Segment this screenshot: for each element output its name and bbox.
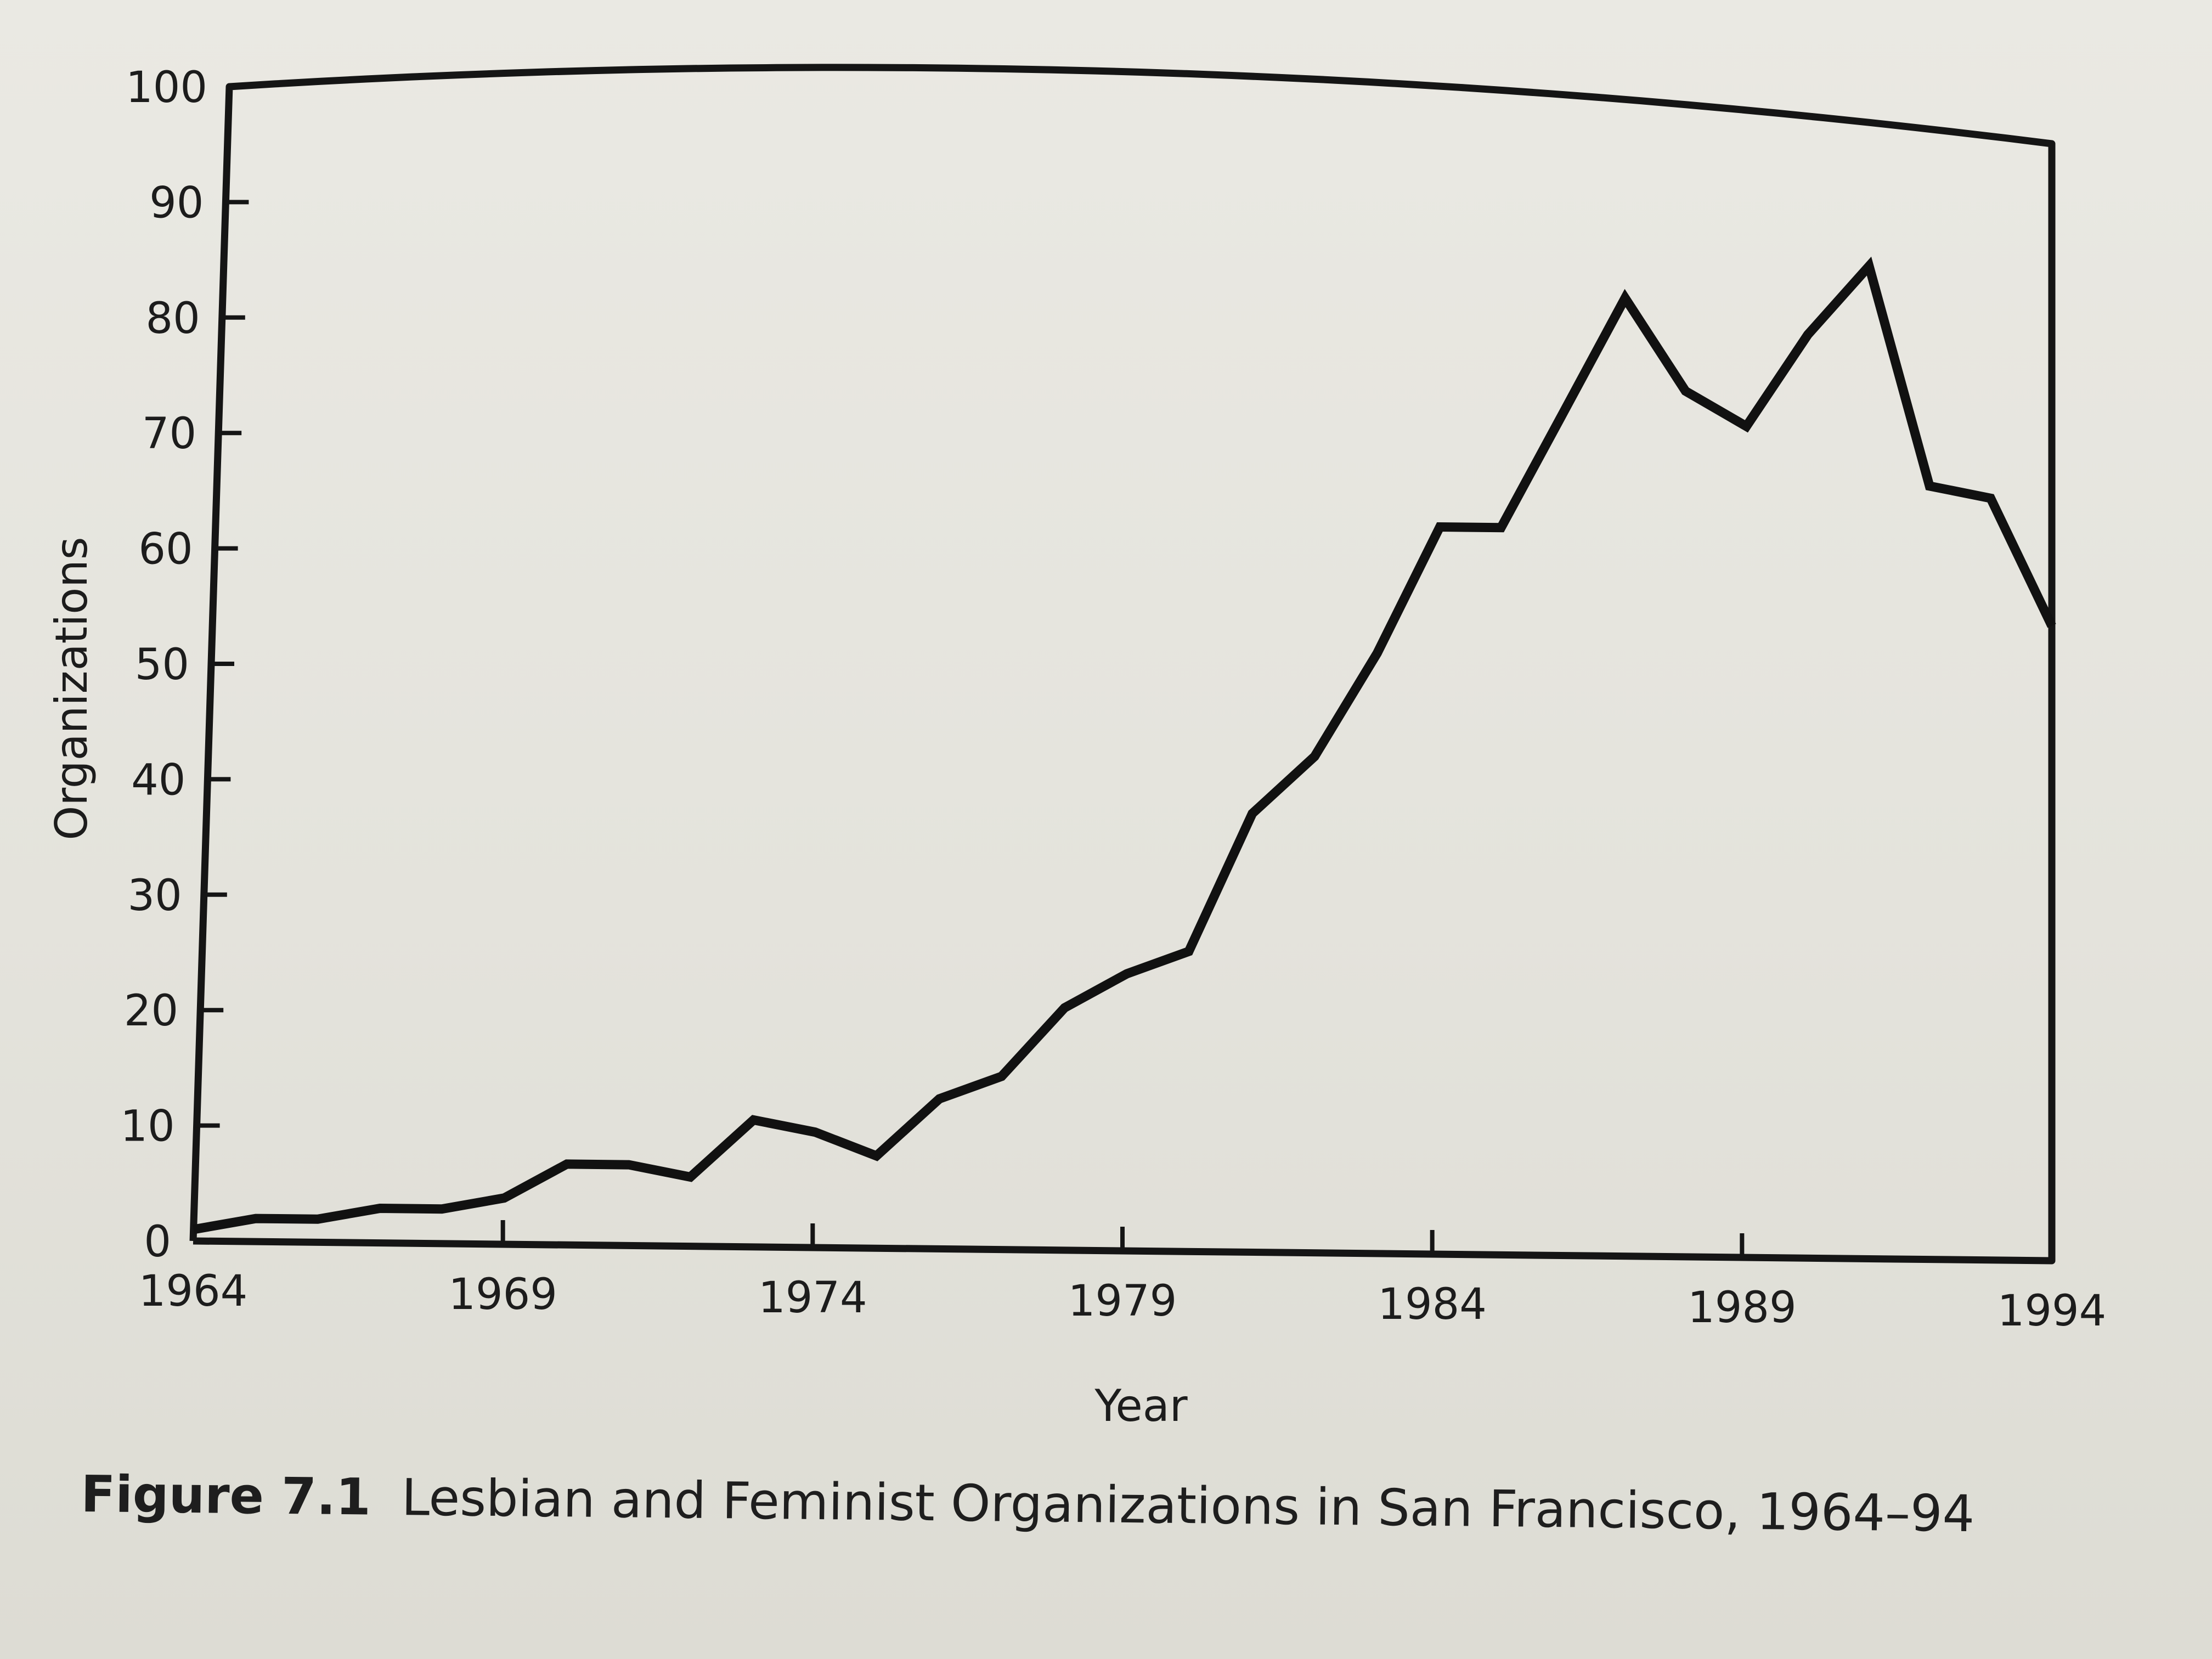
y-axis-title: Organizations (46, 537, 97, 840)
y-tick-label: 20 (124, 986, 178, 1036)
y-tick-label: 60 (138, 525, 193, 574)
y-tick-label: 10 (120, 1102, 174, 1152)
y-tick-label: 50 (135, 640, 189, 690)
x-tick-label: 1994 (1997, 1286, 2107, 1336)
y-tick-label: 100 (126, 63, 207, 112)
x-tick-label: 1979 (1068, 1277, 1177, 1326)
figure-label: Figure 7.1 (80, 1465, 371, 1527)
x-tick-label: 1964 (139, 1267, 248, 1316)
plot-frame (189, 64, 2056, 1265)
x-tick-label: 1989 (1688, 1283, 1797, 1333)
y-tick-label: 80 (146, 294, 200, 343)
y-tick-label: 70 (142, 409, 196, 459)
y-tick-label: 30 (128, 871, 182, 921)
x-tick-label: 1984 (1378, 1280, 1487, 1329)
series-line (193, 256, 2056, 1234)
y-tick-label: 90 (149, 178, 204, 228)
x-tick-label: 1969 (448, 1270, 557, 1319)
x-axis: 1964 1969 1974 1979 1984 1989 1994 (139, 1220, 2107, 1336)
y-tick-label: 40 (131, 755, 185, 805)
x-axis-title: Year (1094, 1380, 1187, 1431)
y-tick-label: 0 (144, 1217, 171, 1267)
y-axis: 0 10 20 30 40 50 60 70 80 90 100 (120, 63, 249, 1267)
x-tick-label: 1974 (758, 1273, 867, 1323)
